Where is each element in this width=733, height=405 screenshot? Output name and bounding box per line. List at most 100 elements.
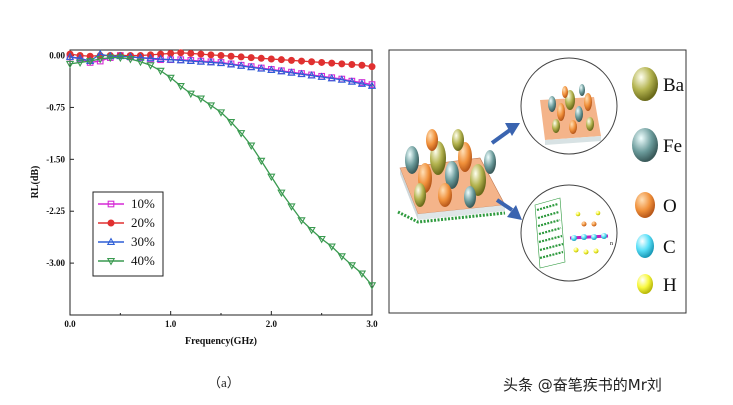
data-point <box>318 58 326 66</box>
data-point <box>337 75 346 83</box>
data-point <box>207 51 215 59</box>
data-point <box>196 57 205 65</box>
arrow-icon <box>490 123 520 145</box>
data-point <box>86 58 95 66</box>
legend-marker <box>107 200 115 208</box>
data-point <box>267 65 276 74</box>
data-point <box>317 235 326 244</box>
data-point <box>126 56 135 64</box>
data-point <box>177 49 185 57</box>
series-line <box>69 56 373 286</box>
element-label: Fe <box>663 136 682 157</box>
data-point <box>358 61 366 69</box>
y-axis-label: RL(dB) <box>30 166 41 199</box>
data-point <box>186 90 195 99</box>
composite-illustration <box>397 129 506 224</box>
data-point <box>186 56 195 65</box>
rl-chart: 0.0 1.0 2.0 3.0 0.00 -0.75 -1.50 -2.25 -3.00 Fr… <box>30 49 378 347</box>
data-point <box>367 282 377 290</box>
data-point <box>307 226 316 235</box>
data-point <box>338 60 346 68</box>
y-tick-label: -1.50 <box>46 154 65 164</box>
data-point <box>146 62 155 70</box>
legend-marker <box>106 258 116 266</box>
data-point <box>75 53 85 62</box>
data-point <box>307 71 316 79</box>
data-point <box>348 61 356 69</box>
element-label: Ba <box>663 75 685 96</box>
data-point <box>65 52 75 60</box>
data-point <box>156 54 165 62</box>
arrow-icon <box>495 198 522 220</box>
data-point <box>317 72 326 80</box>
data-point <box>298 57 306 65</box>
atom-sphere-icon <box>635 192 655 218</box>
data-point <box>287 68 296 76</box>
y-tick-label: 0.00 <box>49 51 65 61</box>
atom-sphere-icon <box>632 67 658 101</box>
data-point <box>257 64 266 72</box>
data-point <box>217 52 225 60</box>
data-point <box>86 52 94 60</box>
element-legend-item: C <box>636 234 676 258</box>
element-label: C <box>663 237 676 258</box>
data-point <box>327 73 336 82</box>
ferrite-zoom-circle <box>520 57 618 155</box>
data-point <box>247 62 256 71</box>
data-point <box>267 173 276 182</box>
data-point <box>196 95 205 103</box>
data-point <box>297 69 306 78</box>
element-label: H <box>663 275 677 296</box>
data-point <box>206 57 216 66</box>
data-point <box>237 61 246 69</box>
data-point <box>277 66 286 75</box>
data-point <box>367 81 377 89</box>
data-point <box>227 52 235 60</box>
x-axis-label: Frequency(GHz) <box>185 336 257 347</box>
schematic-panel: n Ba Fe OCH <box>388 49 687 314</box>
legend-label: 30% <box>131 234 155 249</box>
y-tick-label: -3.00 <box>46 258 65 268</box>
data-point <box>287 203 296 211</box>
data-point <box>176 55 185 64</box>
data-point <box>176 83 185 91</box>
data-point <box>65 60 75 69</box>
data-point <box>96 56 105 64</box>
data-point <box>106 54 115 63</box>
data-point <box>368 63 376 71</box>
data-point <box>357 270 367 279</box>
data-point <box>277 56 285 64</box>
legend-label: 20% <box>131 215 155 230</box>
element-legend-item: Fe <box>632 128 682 162</box>
series-30pct <box>65 49 377 89</box>
data-point <box>136 58 145 67</box>
data-point <box>187 49 195 57</box>
atom-sphere-icon <box>637 274 653 294</box>
element-legend-item: Ba <box>632 67 685 101</box>
data-point <box>257 54 265 62</box>
data-point <box>337 253 346 261</box>
legend-entry: 30% <box>98 234 155 249</box>
data-point <box>257 157 266 166</box>
y-tick-label: -2.25 <box>46 206 65 216</box>
element-legend: Ba Fe OCH <box>632 67 685 296</box>
data-point <box>287 56 295 64</box>
data-point <box>357 79 367 87</box>
figure-caption: （a） <box>208 375 240 390</box>
legend-label: 40% <box>131 253 155 268</box>
data-point <box>347 77 356 85</box>
legend-entry: 10% <box>98 196 155 211</box>
data-point <box>166 55 175 63</box>
atom-sphere-icon <box>636 234 654 258</box>
chart-legend: 10% 20% 30% 40% <box>92 191 164 277</box>
legend-entry: 40% <box>98 253 155 268</box>
data-point <box>216 58 226 67</box>
data-point <box>267 55 275 63</box>
data-point <box>237 130 246 138</box>
data-point <box>297 217 306 225</box>
data-point <box>247 142 256 151</box>
data-point <box>136 53 145 61</box>
data-point <box>166 74 175 83</box>
data-point <box>226 119 236 127</box>
